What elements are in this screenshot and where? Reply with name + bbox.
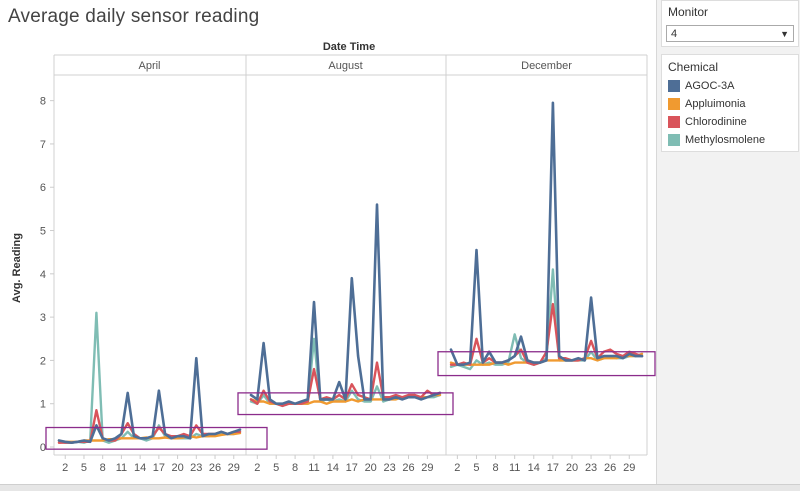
x-tick-label: 14 [327,462,339,474]
series-line-methylosmolene-april [57,311,242,444]
x-tick-label: 26 [402,462,414,474]
legend-item-label: Chlorodinine [685,116,747,128]
x-tick-label: 14 [134,462,146,474]
legend-swatch [668,80,680,92]
x-tick-label: 5 [473,462,479,474]
series-line-agoc-3a-april [57,356,242,445]
y-tick-label: 7 [40,139,46,151]
x-tick-label: 11 [116,462,127,474]
x-tick-label: 8 [292,462,298,474]
x-tick-label: 17 [153,462,165,474]
x-tick-label: 29 [623,462,635,474]
chevron-down-icon[interactable]: ▼ [780,29,789,39]
column-header: Date Time [323,41,375,53]
legend-item-appluimonia[interactable]: Appluimonia [668,97,746,111]
x-tick-label: 2 [454,462,460,474]
x-tick-label: 17 [346,462,358,474]
series-line-agoc-3a-december [449,101,644,367]
panel-header-august: August [328,60,362,72]
legend-item-label: Appluimonia [685,98,746,110]
x-tick-label: 5 [81,462,87,474]
legend-title: Chemical [668,60,719,74]
x-tick-label: 23 [383,462,395,474]
x-tick-label: 29 [421,462,433,474]
chart-title: Average daily sensor reading [8,6,260,27]
x-tick-label: 11 [308,462,319,474]
x-tick-label: 2 [62,462,68,474]
x-tick-label: 20 [365,462,377,474]
panel-header-december: December [521,60,572,72]
x-tick-label: 17 [547,462,559,474]
legend-item-chlorodinine[interactable]: Chlorodinine [668,115,747,129]
y-tick-label: 2 [40,355,46,367]
highlight-box-3 [437,351,656,377]
x-tick-label: 8 [100,462,106,474]
legend-item-agoc-3a[interactable]: AGOC-3A [668,79,735,93]
x-tick-label: 26 [604,462,616,474]
side-panel: Monitor 4 ▼ Chemical AGOC-3A Appluimonia… [656,0,800,484]
x-tick-label: 23 [190,462,202,474]
legend-swatch [668,134,680,146]
x-tick-label: 8 [493,462,499,474]
legend-item-methylosmolene[interactable]: Methylosmolene [668,133,765,147]
x-tick-label: 2 [254,462,260,474]
legend-item-label: Methylosmolene [685,134,766,146]
highlight-box-2 [237,392,454,416]
monitor-filter: Monitor 4 ▼ [661,0,799,47]
panel-header-april: April [138,60,160,72]
legend-swatch [668,116,680,128]
x-tick-label: 23 [585,462,597,474]
x-tick-label: 14 [528,462,540,474]
horizontal-scrollbar[interactable] [0,484,800,491]
monitor-select[interactable]: 4 ▼ [666,25,794,42]
x-tick-label: 29 [228,462,240,474]
y-tick-label: 0 [40,442,46,454]
y-tick-label: 4 [40,269,46,281]
chemical-legend: Chemical AGOC-3A Appluimonia Chlorodinin… [661,54,799,152]
monitor-select-value: 4 [671,28,678,40]
y-tick-label: 3 [40,312,46,324]
x-tick-label: 11 [509,462,520,474]
x-tick-label: 5 [273,462,279,474]
y-tick-label: 5 [40,226,46,238]
y-tick-label: 8 [40,96,46,108]
y-tick-label: 6 [40,182,46,194]
y-tick-label: 1 [40,399,46,411]
x-tick-label: 20 [171,462,183,474]
x-tick-label: 20 [566,462,578,474]
series-line-agoc-3a-august [249,203,442,406]
legend-swatch [668,98,680,110]
y-axis-label: Avg. Reading [11,233,23,303]
x-tick-label: 26 [209,462,221,474]
legend-item-label: AGOC-3A [685,80,735,92]
highlight-box-1 [45,426,268,450]
monitor-filter-label: Monitor [668,5,709,19]
